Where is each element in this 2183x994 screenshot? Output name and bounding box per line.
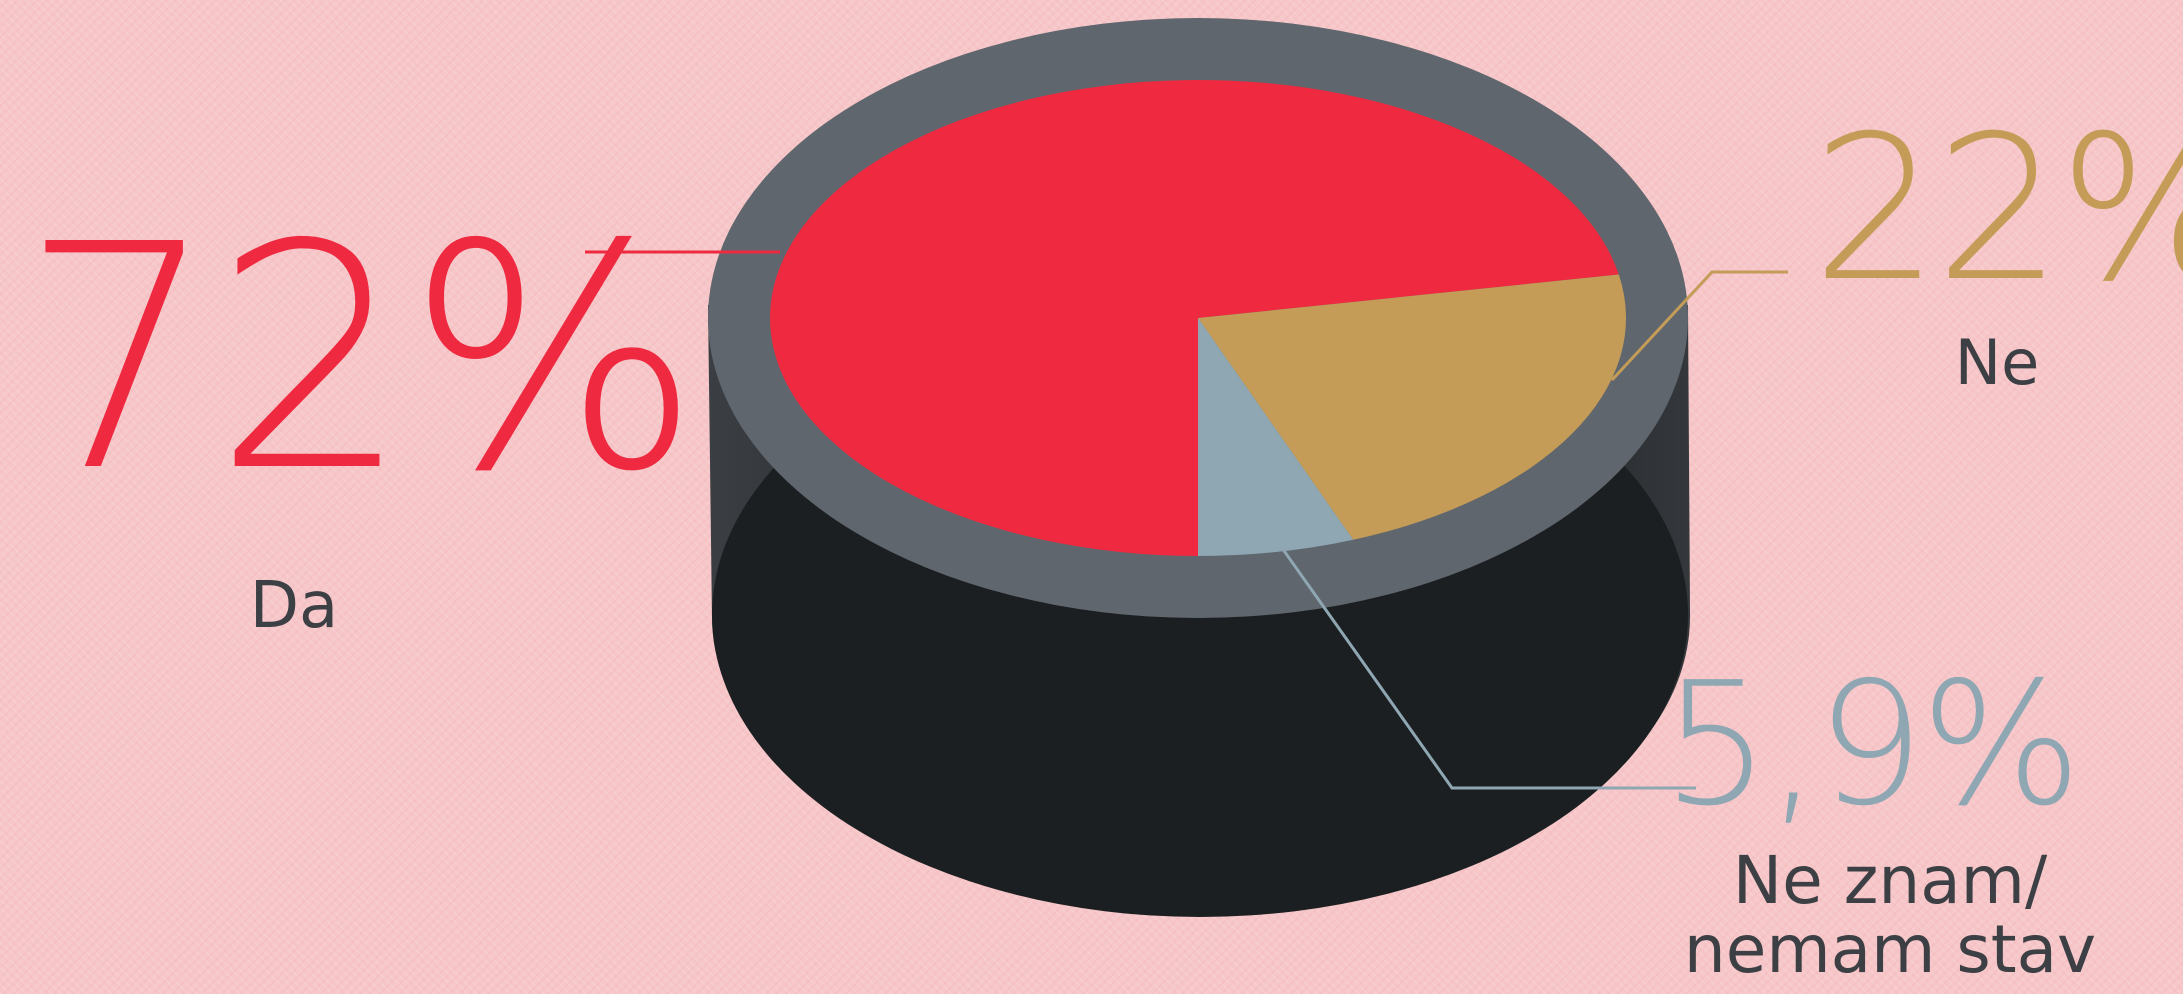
label-ne-znam: 5,9% Ne znam/ nemam stav [1640, 660, 2140, 985]
slice-da-value: 72% [20, 179, 701, 540]
slice-ne-label: Ne [1954, 326, 2040, 399]
slice-da-label: Da [249, 569, 339, 643]
slice-ne-znam-label: Ne znam/ nemam stav [1683, 842, 2097, 989]
slice-ne-value: 22% [1812, 93, 2183, 326]
pie-slices [770, 80, 1627, 556]
slice-ne [1198, 274, 1627, 540]
slice-da [770, 80, 1619, 556]
leader-line-ne-znam [1280, 547, 1696, 790]
slice-ne-znam-value: 5,9% [1662, 646, 2082, 844]
slice-ne-znam [1198, 318, 1354, 556]
label-da: 72% Da [20, 179, 701, 640]
leader-line-ne [1610, 270, 1788, 382]
leader-lines [585, 250, 1788, 790]
label-ne: 22% Ne [1812, 93, 2183, 399]
